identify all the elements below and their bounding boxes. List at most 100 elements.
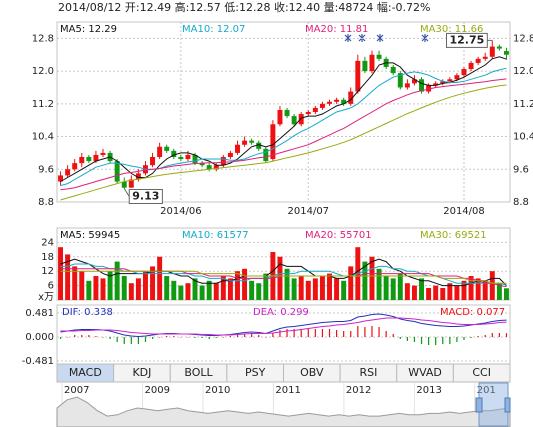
candle-body bbox=[468, 62, 474, 70]
tab-label[interactable]: RSI bbox=[360, 366, 378, 379]
candle-body bbox=[447, 79, 453, 82]
macd-bar bbox=[144, 337, 147, 342]
legend-entry: MACD: 0.077 bbox=[440, 307, 505, 318]
y-tick-label: 24 bbox=[41, 237, 54, 248]
line bbox=[60, 67, 507, 187]
macd-bar bbox=[498, 333, 500, 337]
extreme-label: 12.75 bbox=[450, 33, 485, 46]
candle-body bbox=[355, 60, 361, 92]
tab[interactable] bbox=[452, 363, 511, 383]
volume-bar bbox=[100, 278, 106, 300]
scroll-handle[interactable] bbox=[475, 397, 483, 413]
macd-bar bbox=[505, 333, 508, 337]
candle-body bbox=[411, 79, 417, 84]
panel-frame bbox=[56, 21, 511, 203]
candle-body bbox=[433, 83, 439, 86]
macd-bar bbox=[59, 337, 62, 339]
candle-body bbox=[312, 107, 318, 112]
y-tick-label: 12.8 bbox=[32, 33, 54, 44]
extreme-connector bbox=[123, 188, 130, 197]
macd-bar bbox=[364, 327, 366, 337]
macd-bar bbox=[392, 334, 394, 337]
line bbox=[60, 56, 507, 182]
y-tick-label: 0.481 bbox=[25, 308, 54, 319]
volume-bar bbox=[298, 276, 304, 300]
volume-bar bbox=[72, 266, 78, 300]
candle-body bbox=[72, 163, 78, 170]
macd-bar bbox=[137, 337, 139, 344]
candle-body bbox=[319, 103, 325, 108]
tab-label[interactable]: BOLL bbox=[184, 366, 213, 379]
x-tick-label: 2014/07 bbox=[288, 206, 330, 217]
legend-entry: MA5: 59945 bbox=[60, 230, 120, 241]
macd-bar bbox=[166, 336, 168, 337]
volume-bar bbox=[397, 273, 403, 300]
year-label: 2009 bbox=[145, 385, 170, 396]
y-tick-label: 8.8 bbox=[513, 197, 529, 208]
candle-body bbox=[86, 157, 92, 162]
macd-bar bbox=[399, 337, 401, 339]
volume-bar bbox=[65, 254, 71, 300]
macd-bar bbox=[265, 337, 267, 338]
candle-body bbox=[263, 148, 269, 162]
macd-bar bbox=[123, 337, 125, 344]
volume-bar bbox=[86, 280, 92, 300]
volume-bar bbox=[227, 278, 233, 300]
candle-body bbox=[164, 146, 170, 151]
volume-bar bbox=[206, 280, 212, 300]
macd-bar bbox=[350, 331, 352, 337]
macd-bar bbox=[413, 337, 416, 342]
tab-label[interactable]: CCI bbox=[472, 366, 491, 379]
candle-body bbox=[100, 152, 106, 155]
volume-bar bbox=[503, 288, 509, 300]
macd-bar bbox=[130, 337, 132, 344]
macd-bar bbox=[159, 337, 161, 338]
candle-body bbox=[348, 91, 354, 104]
scroll-window[interactable] bbox=[478, 382, 509, 427]
candle-body bbox=[93, 154, 99, 162]
volume-bar bbox=[461, 280, 467, 300]
macd-bar bbox=[173, 336, 175, 337]
line bbox=[60, 313, 507, 338]
volume-bar bbox=[327, 273, 332, 300]
macd-bar bbox=[194, 337, 196, 338]
candle-body bbox=[362, 60, 368, 72]
legend-entry: MA10: 12.07 bbox=[182, 24, 245, 35]
volume-bar bbox=[341, 280, 347, 300]
tab-label[interactable]: MACD bbox=[69, 366, 102, 379]
legend-entry: MA20: 55701 bbox=[305, 230, 372, 241]
macd-bar bbox=[456, 337, 458, 342]
macd-bar bbox=[293, 329, 295, 337]
y-tick-label: 6 bbox=[48, 281, 54, 292]
y-tick-label: 0.000 bbox=[25, 332, 54, 343]
y-tick-label: 8.8 bbox=[38, 197, 54, 208]
tab-label[interactable]: KDJ bbox=[132, 366, 151, 379]
volume-bar bbox=[114, 261, 120, 300]
year-label: 2011 bbox=[275, 385, 300, 396]
volume-bar bbox=[249, 280, 255, 300]
candle-body bbox=[440, 81, 446, 84]
volume-bar bbox=[185, 283, 191, 300]
macd-bar bbox=[151, 337, 154, 339]
candle-body bbox=[65, 169, 71, 176]
candle-body bbox=[390, 67, 396, 74]
macd-bar bbox=[67, 337, 69, 338]
scroll-handle[interactable] bbox=[504, 397, 511, 413]
macd-bar bbox=[343, 331, 345, 337]
macd-bar bbox=[258, 335, 260, 337]
volume-bar bbox=[58, 247, 64, 300]
tab-label[interactable]: PSY bbox=[245, 366, 266, 379]
tab-label[interactable]: WVAD bbox=[408, 366, 442, 379]
macd-bar bbox=[463, 337, 465, 340]
tab-label[interactable]: OBV bbox=[300, 366, 324, 379]
volume-bar bbox=[178, 285, 184, 300]
candle-body bbox=[454, 75, 460, 80]
line bbox=[60, 270, 507, 284]
y-tick-label: 9.6 bbox=[38, 164, 54, 175]
candle-body bbox=[496, 46, 502, 49]
macd-bar bbox=[279, 330, 281, 337]
unit-label: x万 bbox=[38, 292, 54, 303]
volume-bar bbox=[199, 285, 205, 300]
panel-frame bbox=[56, 227, 511, 301]
candle-body bbox=[249, 140, 255, 143]
